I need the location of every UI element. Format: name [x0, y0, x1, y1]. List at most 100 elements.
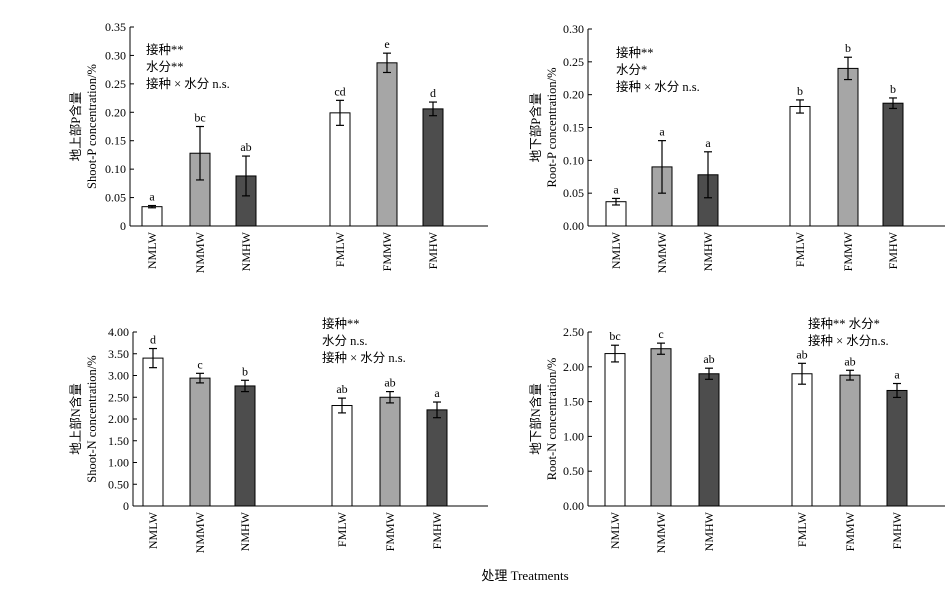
y-axis-label-cn: 地上部N含量: [68, 383, 83, 455]
significance-letter: ab: [796, 347, 807, 361]
category-label: NMHW: [702, 511, 716, 551]
significance-letter: c: [658, 327, 663, 341]
anova-annotation: 接种 × 水分 n.s.: [616, 79, 700, 94]
bar-fmlw: [329, 112, 351, 227]
category-label: FMHW: [430, 511, 444, 549]
category-label: FMMW: [841, 231, 855, 271]
y-axis-label-cn: 地下部P含量: [528, 93, 543, 162]
y-tick-label: 4.00: [108, 325, 129, 339]
anova-annotation: 水分**: [146, 60, 184, 74]
bar-nmmw: [189, 377, 211, 507]
bar-nmhw: [234, 385, 256, 507]
bar-nmlw: [604, 353, 626, 507]
x-axis-title: 处理 Treatments: [481, 568, 568, 583]
bar-fmmw: [837, 67, 859, 227]
category-label: FMLW: [793, 231, 807, 267]
y-tick-label: 0.15: [105, 134, 126, 148]
y-axis-label-en: Shoot-P concentration/%: [85, 64, 99, 189]
y-tick-label: 0.15: [563, 121, 584, 135]
significance-letter: a: [434, 386, 440, 400]
bar-fmhw: [886, 389, 908, 507]
y-tick-label: 2.00: [563, 360, 584, 374]
anova-annotation: 接种**: [616, 45, 654, 60]
category-label: FMMW: [383, 511, 397, 551]
category-label: NMMW: [654, 511, 668, 553]
significance-letter: b: [845, 41, 851, 55]
y-tick-label: 1.50: [563, 395, 584, 409]
significance-letter: d: [150, 333, 156, 347]
category-label: NMHW: [238, 511, 252, 551]
y-tick-label: 0.10: [563, 153, 584, 167]
category-label: NMLW: [608, 511, 622, 549]
y-tick-label: 0.25: [105, 77, 126, 91]
y-tick-label: 0.00: [563, 499, 584, 513]
y-tick-label: 1.00: [563, 429, 584, 443]
y-tick-label: 0.05: [563, 186, 584, 200]
bar-fmlw: [789, 105, 811, 227]
y-tick-label: 1.50: [108, 434, 129, 448]
significance-letter: d: [430, 86, 436, 100]
significance-letter: a: [613, 182, 619, 196]
anova-annotation: 接种 × 水分 n.s.: [322, 350, 406, 365]
category-label: FMMW: [380, 231, 394, 271]
y-axis-label-cn: 地上部P含量: [68, 92, 83, 161]
y-tick-label: 3.50: [108, 347, 129, 361]
bar-nmmw: [650, 348, 672, 507]
bar-fmlw: [331, 405, 353, 507]
category-label: NMMW: [655, 231, 669, 273]
y-tick-label: 3.00: [108, 369, 129, 383]
y-tick-label: 0.50: [108, 477, 129, 491]
significance-letter: c: [197, 357, 202, 371]
bar-fmmw: [376, 62, 398, 227]
category-label: FMHW: [886, 231, 900, 269]
y-tick-label: 0.00: [563, 219, 584, 233]
bar-fmhw: [882, 102, 904, 227]
significance-letter: a: [705, 136, 711, 150]
chart-panel-top-left: 0 0.05 0.10 0.15 0.20 0.25 0.30 0.35 地上部P含量 Shoot…: [68, 20, 488, 273]
significance-letter: e: [384, 37, 389, 51]
significance-letter: b: [890, 82, 896, 96]
category-label: NMMW: [193, 231, 207, 273]
bar-fmhw: [426, 409, 448, 507]
anova-annotation: 接种** 水分*: [808, 316, 880, 331]
anova-annotation: 接种 × 水分 n.s.: [146, 76, 230, 91]
significance-letter: cd: [334, 84, 345, 98]
y-axis-label-en: Root-N concentration/%: [545, 358, 559, 481]
category-label: FMLW: [795, 511, 809, 547]
y-axis-label-en: Shoot-N concentration/%: [85, 355, 99, 482]
category-label: FMHW: [426, 231, 440, 269]
y-tick-label: 0.30: [563, 22, 584, 36]
category-label: NMLW: [145, 231, 159, 269]
bar-nmhw: [698, 373, 720, 507]
y-tick-label: 0.10: [105, 162, 126, 176]
significance-letter: b: [797, 84, 803, 98]
y-tick-label: 0.25: [563, 55, 584, 69]
bar-fmhw: [422, 108, 444, 227]
category-label: NMHW: [701, 231, 715, 271]
y-tick-label: 0: [123, 499, 129, 513]
category-label: FMLW: [333, 231, 347, 267]
y-tick-label: 0.50: [563, 464, 584, 478]
category-label: NMMW: [193, 511, 207, 553]
y-tick-label: 0.20: [105, 105, 126, 119]
anova-annotation: 接种**: [146, 42, 184, 57]
y-tick-label: 0.05: [105, 191, 126, 205]
significance-letter: ab: [384, 376, 395, 390]
bar-fmlw: [791, 373, 813, 507]
y-axis-label-en: Root-P concentration/%: [545, 68, 559, 188]
bar-nmlw: [142, 357, 164, 507]
y-tick-label: 0.30: [105, 48, 126, 62]
anova-annotation: 接种 × 水分n.s.: [808, 333, 889, 348]
chart-panel-top-right: 0.00 0.05 0.10 0.15 0.20 0.25 0.30 地下部P含量 Root-P…: [528, 22, 945, 273]
bar-fmmw: [839, 374, 861, 507]
y-tick-label: 1.00: [108, 456, 129, 470]
y-tick-label: 2.50: [563, 325, 584, 339]
category-label: FMLW: [335, 511, 349, 547]
category-label: NMHW: [239, 231, 253, 271]
significance-letter: a: [149, 190, 155, 204]
bar-fmmw: [379, 396, 401, 507]
chart-panel-bottom-left: 0 0.50 1.00 1.50 2.00 2.50 3.00 3.50 4.00 地上部N含量 S…: [68, 316, 488, 553]
significance-letter: ab: [336, 382, 347, 396]
y-tick-label: 2.50: [108, 390, 129, 404]
